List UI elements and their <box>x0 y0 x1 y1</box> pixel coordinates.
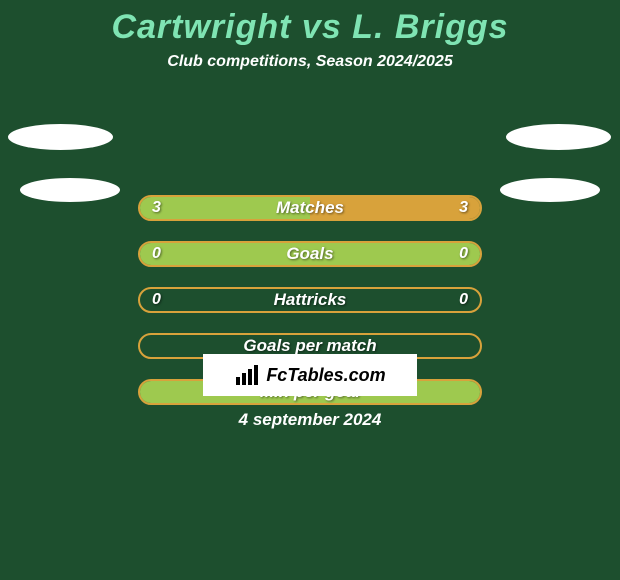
stat-value-left: 0 <box>152 241 161 267</box>
decorative-oval <box>506 124 611 150</box>
logo-text: FcTables.com <box>266 365 385 386</box>
comparison-subtitle: Club competitions, Season 2024/2025 <box>0 53 620 71</box>
stat-value-right: 0 <box>459 241 468 267</box>
snapshot-date: 4 september 2024 <box>0 410 620 430</box>
stat-label: Hattricks <box>0 287 620 313</box>
stat-row: Matches3 3 <box>0 195 620 221</box>
stat-value-right: 3 <box>459 195 468 221</box>
bar-chart-icon <box>234 365 260 385</box>
stat-value-left: 3 <box>152 195 161 221</box>
decorative-oval <box>8 124 113 150</box>
stat-label: Goals <box>0 241 620 267</box>
stat-value-right: 0 <box>459 287 468 313</box>
stat-value-left: 0 <box>152 287 161 313</box>
stat-row: Goals0 0 <box>0 241 620 267</box>
comparison-title: Cartwright vs L. Briggs <box>0 0 620 47</box>
fctables-logo: FcTables.com <box>203 354 417 396</box>
stat-row: Hattricks0 0 <box>0 287 620 313</box>
stat-label: Matches <box>0 195 620 221</box>
